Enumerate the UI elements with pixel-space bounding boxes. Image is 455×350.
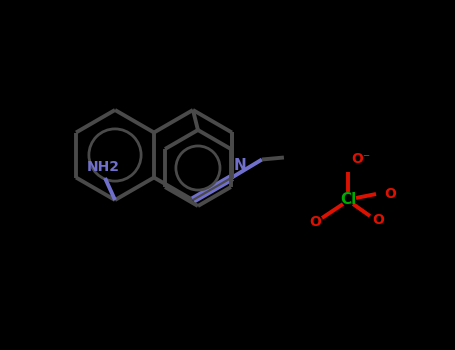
- Text: Cl: Cl: [340, 193, 356, 208]
- Text: N: N: [234, 159, 247, 174]
- Text: NH2: NH2: [86, 160, 120, 174]
- Text: O: O: [372, 213, 384, 227]
- Text: O: O: [384, 187, 396, 201]
- Text: O: O: [309, 215, 321, 229]
- Text: O⁻: O⁻: [351, 152, 370, 166]
